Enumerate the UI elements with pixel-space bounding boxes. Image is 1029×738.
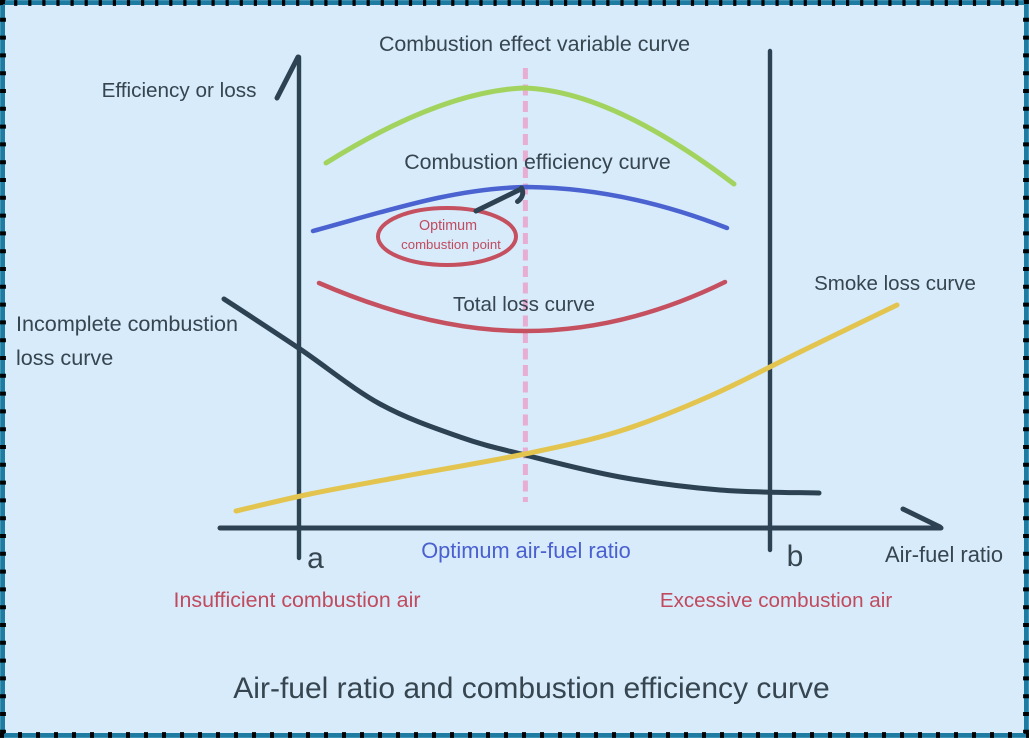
svg-text:Combustion efficiency curve: Combustion efficiency curve (404, 150, 671, 174)
svg-text:Air-fuel ratio and combustion: Air-fuel ratio and combustion efficiency… (233, 672, 829, 705)
svg-text:Total loss curve: Total loss curve (453, 293, 595, 316)
svg-text:loss curve: loss curve (16, 345, 113, 370)
svg-text:Optimum: Optimum (419, 218, 477, 234)
svg-text:combustion point: combustion point (401, 237, 501, 252)
svg-text:Optimum air-fuel ratio: Optimum air-fuel ratio (421, 538, 631, 563)
svg-text:a: a (307, 542, 324, 575)
svg-text:Combustion effect variable cur: Combustion effect variable curve (379, 32, 690, 56)
svg-text:Insufficient combustion air: Insufficient combustion air (174, 588, 421, 612)
svg-text:Smoke loss curve: Smoke loss curve (814, 272, 976, 295)
svg-text:b: b (787, 540, 804, 573)
svg-text:Excessive combustion air: Excessive combustion air (660, 589, 892, 612)
svg-text:Incomplete combustion: Incomplete combustion (16, 311, 238, 336)
svg-text:Efficiency or loss: Efficiency or loss (102, 79, 257, 102)
svg-text:Air-fuel ratio: Air-fuel ratio (885, 542, 1003, 567)
